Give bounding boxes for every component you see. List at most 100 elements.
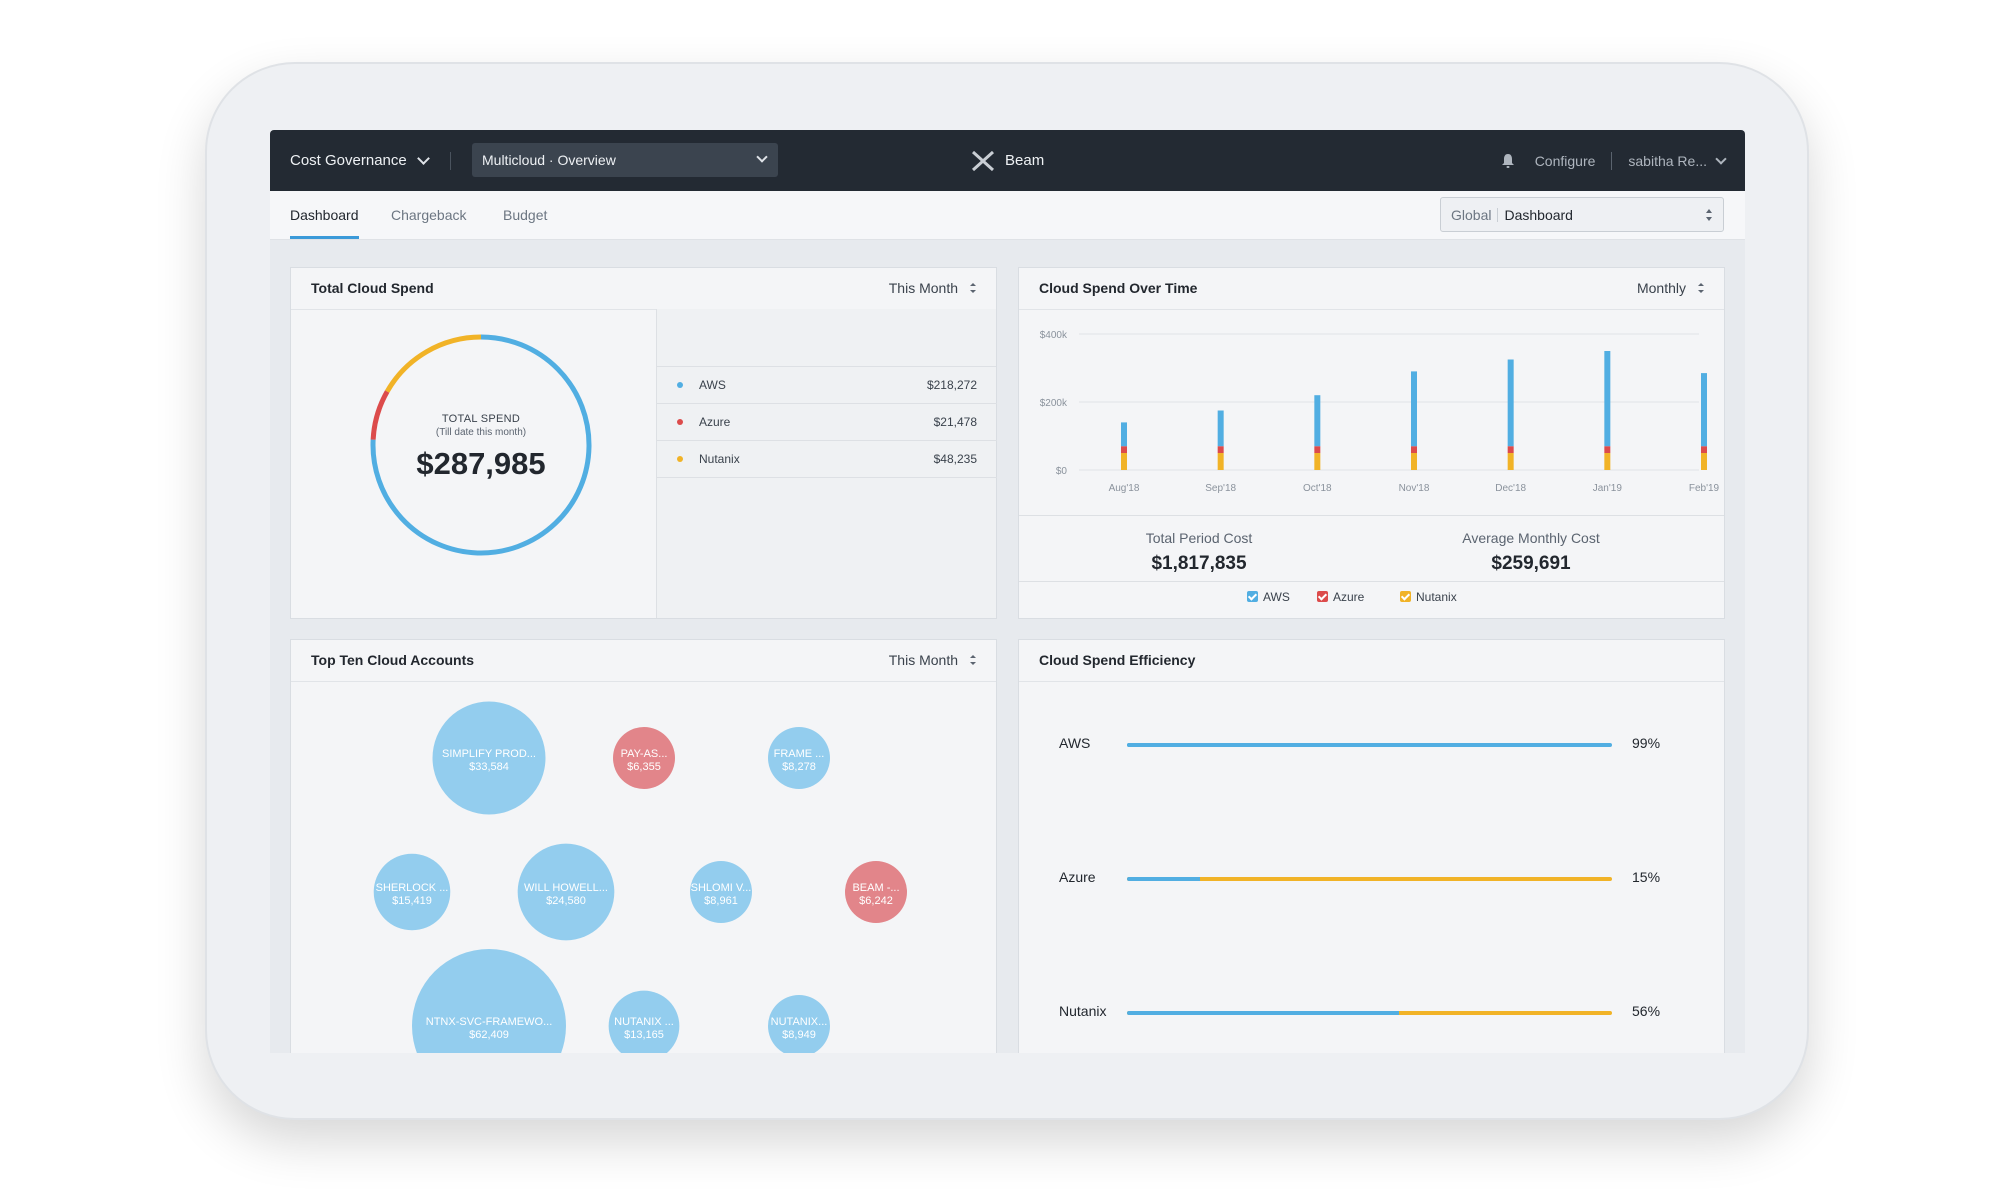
efficiency-label-aws: AWS [1059, 735, 1091, 751]
sort-arrows-icon [969, 283, 976, 293]
account-value: $33,584 [469, 761, 509, 773]
user-menu[interactable]: sabitha Re... [1628, 152, 1707, 169]
efficiency-bar-azure [1127, 877, 1612, 881]
bar-aws[interactable] [1701, 373, 1707, 447]
total-spend-label: TOTAL SPEND [441, 413, 521, 425]
nutanix-dot-icon [677, 456, 683, 462]
x-tick-label: Feb'19 [1689, 483, 1720, 494]
divider [657, 366, 996, 367]
bar-azure[interactable] [1217, 446, 1224, 453]
bar-azure[interactable] [1701, 446, 1707, 453]
bell-icon[interactable] [1501, 153, 1515, 169]
sub-nav: Dashboard Chargeback Budget Global Dashb… [270, 191, 1745, 240]
account-name: FRAME ... [774, 748, 825, 760]
account-bubble[interactable] [608, 990, 680, 1053]
account-value: $8,278 [782, 761, 816, 773]
account-name: PAY-AS... [621, 748, 668, 760]
chevron-down-icon [416, 152, 430, 165]
bar-aws[interactable] [1411, 371, 1417, 447]
account-value: $13,165 [624, 1029, 664, 1041]
bar-azure[interactable] [1507, 446, 1514, 453]
bar-nutanix[interactable] [1314, 453, 1321, 470]
account-bubble[interactable] [768, 727, 830, 789]
top-ten-cloud-accounts-card: Top Ten Cloud Accounts This Month SIMPLI… [290, 639, 997, 1053]
divider [450, 152, 451, 170]
bar-azure[interactable] [1121, 446, 1127, 453]
x-tick-label: Oct'18 [1303, 483, 1332, 494]
checkbox-icon [1400, 591, 1411, 602]
account-name: SHERLOCK ... [376, 882, 449, 894]
context-select[interactable]: Global Dashboard [1440, 197, 1724, 232]
efficiency-pct-nutanix: 56% [1632, 1003, 1661, 1019]
legend-toggle-azure[interactable]: Azure [1317, 590, 1364, 604]
app-switcher[interactable]: Cost Governance [290, 130, 430, 191]
period-filter[interactable]: This Month [889, 640, 976, 681]
bar-aws[interactable] [1604, 351, 1611, 447]
bar-nutanix[interactable] [1121, 453, 1127, 470]
account-bubble[interactable] [613, 727, 675, 789]
tab-dashboard[interactable]: Dashboard [290, 191, 359, 239]
x-tick-label: Nov'18 [1399, 483, 1430, 494]
interval-filter-value: Monthly [1636, 280, 1686, 296]
app-screen: Cost Governance Multicloud · Overview Be… [270, 130, 1745, 1053]
configure-link[interactable]: Configure [1534, 152, 1596, 169]
bar-aws[interactable] [1217, 410, 1224, 447]
efficiency-label-azure: Azure [1059, 869, 1096, 885]
chevron-down-icon[interactable] [1715, 152, 1727, 165]
view-select-value: Multicloud · Overview [482, 152, 616, 168]
bar-aws[interactable] [1314, 395, 1321, 447]
account-name: NTNX-SVC-FRAMEWO... [426, 1016, 553, 1028]
legend-row-nutanix: Nutanix $48,235 [657, 441, 997, 478]
donut-segment-aws [370, 334, 592, 556]
view-select[interactable]: Multicloud · Overview [472, 143, 778, 177]
bar-azure[interactable] [1604, 446, 1611, 453]
account-bubble[interactable] [517, 843, 615, 941]
context-value: Dashboard [1504, 206, 1573, 223]
bar-aws[interactable] [1121, 422, 1127, 447]
x-tick-label: Jan'19 [1593, 483, 1623, 494]
account-bubble[interactable] [432, 701, 546, 815]
chevron-down-icon [756, 151, 768, 163]
cloud-spend-efficiency-card: Cloud Spend Efficiency AWS 99% Azure 15%… [1018, 639, 1725, 1053]
account-bubble[interactable] [373, 853, 451, 931]
account-bubble[interactable] [412, 949, 566, 1053]
top-bar: Cost Governance Multicloud · Overview Be… [270, 130, 1745, 191]
card-header: Total Cloud Spend This Month [291, 268, 996, 310]
spend-donut [370, 334, 592, 556]
account-bubble[interactable] [768, 995, 830, 1053]
average-monthly-cost-label: Average Monthly Cost [1462, 530, 1600, 546]
y-tick-label: $200k [1040, 398, 1068, 409]
legend-name: Azure [699, 415, 731, 429]
bar-nutanix[interactable] [1604, 453, 1611, 470]
divider [1019, 515, 1724, 516]
account-name: WILL HOWELL... [524, 882, 608, 894]
account-name: NUTANIX ... [614, 1016, 674, 1028]
bar-nutanix[interactable] [1217, 453, 1224, 470]
account-bubble[interactable] [690, 861, 752, 923]
card-title: Cloud Spend Over Time [1039, 280, 1198, 296]
aws-dot-icon [677, 382, 683, 388]
average-monthly-cost-value: $259,691 [1491, 553, 1571, 574]
azure-dot-icon [677, 419, 683, 425]
account-bubble[interactable] [845, 861, 907, 923]
card-header: Cloud Spend Efficiency [1019, 640, 1724, 682]
cloud-spend-over-time-card: Cloud Spend Over Time Monthly $0 $200k $40… [1018, 267, 1725, 619]
tab-chargeback[interactable]: Chargeback [391, 207, 467, 223]
account-name: SIMPLIFY PROD... [442, 748, 536, 760]
bar-nutanix[interactable] [1701, 453, 1707, 470]
interval-filter[interactable]: Monthly [1637, 268, 1704, 309]
bar-nutanix[interactable] [1507, 453, 1514, 470]
legend-toggle-nutanix[interactable]: Nutanix [1400, 590, 1457, 604]
legend-label: AWS [1263, 590, 1290, 604]
bar-azure[interactable] [1314, 446, 1321, 453]
context-scope: Global [1451, 206, 1492, 223]
accounts-bubble-chart: SIMPLIFY PROD...$33,584 PAY-AS...$6,355 FR… [373, 701, 907, 1053]
bar-azure[interactable] [1411, 446, 1417, 453]
divider [1611, 151, 1613, 170]
period-filter[interactable]: This Month [889, 268, 976, 309]
y-tick-label: $400k [1040, 330, 1068, 341]
bar-nutanix[interactable] [1411, 453, 1417, 470]
legend-toggle-aws[interactable]: AWS [1247, 590, 1290, 604]
tab-budget[interactable]: Budget [503, 207, 548, 223]
bar-aws[interactable] [1507, 359, 1514, 447]
